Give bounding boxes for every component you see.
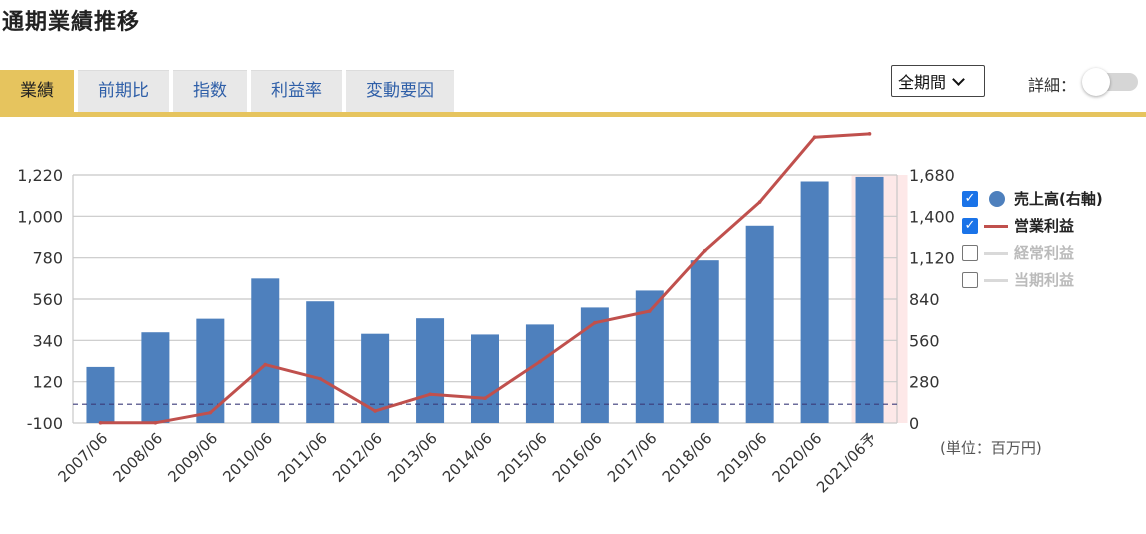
sales-bar[interactable] [690, 260, 719, 423]
y-left-tick-label: -100 [27, 414, 63, 433]
legend-marker [984, 272, 1008, 288]
operating-profit-point[interactable] [373, 409, 377, 413]
period-select-value: 全期間 [898, 73, 947, 92]
legend-label: 経常利益 [1014, 244, 1075, 262]
x-tick-label: 2010/06 [219, 429, 276, 486]
sales-bar[interactable] [525, 324, 554, 423]
operating-profit-point[interactable] [812, 135, 817, 140]
y-right-tick-label: 840 [909, 290, 940, 309]
operating-profit-point[interactable] [208, 410, 213, 415]
y-left-tick-label: 1,220 [17, 166, 63, 185]
x-tick-label: 2008/06 [109, 429, 166, 486]
sales-bar[interactable] [745, 225, 774, 423]
operating-profit-point[interactable] [318, 376, 323, 381]
legend-item-ordinary-profit[interactable]: 経常利益 [962, 239, 1103, 266]
operating-profit-point[interactable] [483, 396, 487, 401]
chevron-down-icon [952, 72, 965, 86]
operating-profit-point[interactable] [153, 421, 158, 425]
chart-legend: ✓ 売上高(右軸) ✓ 営業利益 経常利益 当期利益 [962, 185, 1103, 293]
sales-bar[interactable] [141, 332, 170, 423]
tab-results[interactable]: 業績 [0, 70, 74, 112]
y-left-tick-label: 560 [32, 290, 63, 309]
x-tick-label: 2007/06 [54, 429, 111, 486]
sales-bar[interactable] [251, 278, 280, 423]
detail-label: 詳細： [1028, 76, 1077, 95]
toggle-knob[interactable] [1082, 68, 1110, 96]
legend-marker [984, 218, 1008, 234]
sales-bar[interactable] [196, 318, 225, 423]
tab-bar: 業績 前期比 指数 利益率 変動要因 [0, 70, 454, 112]
tab-yoy[interactable]: 前期比 [78, 70, 169, 112]
checkbox[interactable] [962, 244, 978, 261]
x-tick-label: 2021/06予 [813, 429, 880, 496]
legend-label: 営業利益 [1014, 217, 1075, 235]
tab-factors[interactable]: 変動要因 [346, 70, 454, 112]
y-left-tick-label: 780 [32, 249, 63, 268]
sales-bar[interactable] [800, 181, 829, 423]
legend-label: 売上高(右軸) [1014, 190, 1103, 208]
period-select[interactable]: 全期間 [891, 65, 985, 97]
tab-index[interactable]: 指数 [173, 70, 247, 112]
x-tick-label: 2018/06 [659, 429, 716, 486]
operating-profit-point[interactable] [757, 200, 762, 204]
x-tick-label: 2011/06 [274, 429, 331, 486]
page-title: 通期業績推移 [2, 10, 141, 35]
y-right-tick-label: 560 [909, 331, 940, 350]
performance-chart: 1,220 1,000 780 560 340 120 -100 1,680 1,400 1,12… [17, 132, 955, 497]
legend-item-sales[interactable]: ✓ 売上高(右軸) [962, 185, 1103, 212]
y-right-tick-label: 280 [909, 373, 940, 392]
x-tick-label: 2014/06 [439, 429, 496, 486]
x-tick-label: 2019/06 [714, 429, 771, 486]
y-left-tick-label: 120 [32, 373, 63, 392]
sales-bar[interactable] [471, 334, 499, 423]
tab-underline [0, 112, 1146, 117]
operating-profit-point[interactable] [593, 320, 597, 325]
operating-profit-point[interactable] [648, 309, 652, 313]
y-left-tick-label: 1,000 [17, 207, 63, 226]
tab-margin[interactable]: 利益率 [251, 70, 342, 112]
checkbox[interactable]: ✓ [962, 217, 978, 234]
legend-marker [984, 190, 1008, 207]
unit-label: (単位：百万円) [940, 439, 1042, 457]
sales-bar[interactable] [306, 301, 335, 423]
operating-profit-point[interactable] [98, 421, 103, 425]
operating-profit-point[interactable] [263, 362, 268, 367]
y-left-tick-label: 340 [32, 331, 63, 350]
operating-profit-point[interactable] [538, 359, 542, 364]
y-right-tick-label: 1,680 [909, 166, 955, 185]
operating-profit-point[interactable] [702, 248, 707, 253]
x-tick-label: 2013/06 [384, 429, 441, 486]
sales-bar[interactable] [580, 307, 609, 423]
x-tick-label: 2012/06 [329, 429, 386, 486]
x-tick-label: 2017/06 [604, 429, 661, 486]
legend-label: 当期利益 [1014, 271, 1075, 289]
x-tick-label: 2016/06 [549, 429, 606, 486]
x-tick-label: 2020/06 [769, 429, 826, 486]
y-right-tick-label: 1,400 [909, 207, 955, 226]
detail-toggle[interactable] [1082, 68, 1138, 96]
y-right-tick-label: 0 [909, 414, 919, 433]
checkbox[interactable] [962, 271, 978, 288]
checkbox[interactable]: ✓ [962, 190, 978, 207]
x-tick-label: 2009/06 [164, 429, 221, 486]
x-tick-label: 2015/06 [494, 429, 551, 486]
y-right-tick-label: 1,120 [909, 249, 955, 268]
sales-bar[interactable] [855, 176, 884, 423]
sales-bar[interactable] [86, 366, 115, 423]
operating-profit-point[interactable] [867, 132, 872, 136]
legend-item-net-profit[interactable]: 当期利益 [962, 266, 1103, 293]
sales-bar[interactable] [416, 318, 445, 423]
operating-profit-point[interactable] [428, 392, 432, 397]
legend-item-operating-profit[interactable]: ✓ 営業利益 [962, 212, 1103, 239]
legend-marker [984, 245, 1008, 261]
